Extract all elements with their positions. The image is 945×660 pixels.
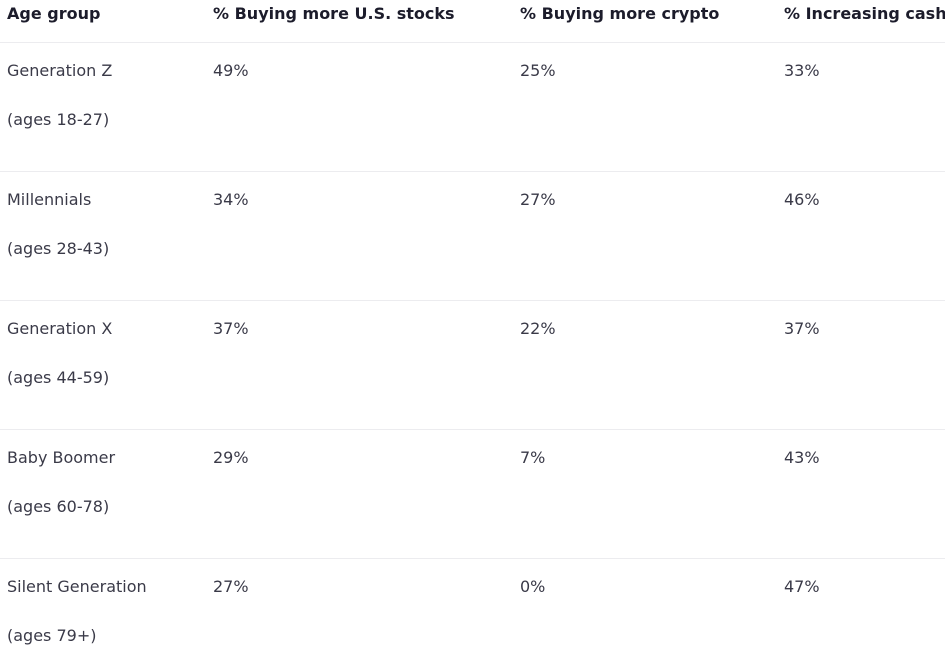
row-separator [0, 171, 945, 172]
cell-value: 27% [213, 577, 249, 596]
cell-value: 25% [520, 61, 556, 80]
cell-value: 7% [520, 448, 546, 467]
age-range: (ages 44-59) [7, 368, 110, 387]
cell-value: 37% [784, 319, 820, 338]
cell-value: 0% [520, 577, 546, 596]
column-header: % Increasing cash [784, 4, 945, 23]
age-group: Generation Z [7, 61, 113, 80]
age-range: (ages 79+) [7, 626, 97, 645]
age-group: Silent Generation [7, 577, 147, 596]
age-range: (ages 60-78) [7, 497, 110, 516]
cell-value: 29% [213, 448, 249, 467]
age-group: Generation X [7, 319, 113, 338]
column-header: % Buying more U.S. stocks [213, 4, 455, 23]
cell-value: 33% [784, 61, 820, 80]
row-separator [0, 558, 945, 559]
cell-value: 47% [784, 577, 820, 596]
column-header: % Buying more crypto [520, 4, 720, 23]
age-range: (ages 28-43) [7, 239, 110, 258]
cell-value: 43% [784, 448, 820, 467]
cell-value: 34% [213, 190, 249, 209]
row-separator [0, 42, 945, 43]
row-separator [0, 300, 945, 301]
cell-value: 46% [784, 190, 820, 209]
cell-value: 49% [213, 61, 249, 80]
cell-value: 37% [213, 319, 249, 338]
age-group: Baby Boomer [7, 448, 116, 467]
cell-value: 22% [520, 319, 556, 338]
age-range: (ages 18-27) [7, 110, 110, 129]
age-group: Millennials [7, 190, 92, 209]
cell-value: 27% [520, 190, 556, 209]
row-separator [0, 429, 945, 430]
column-header: Age group [7, 4, 101, 23]
